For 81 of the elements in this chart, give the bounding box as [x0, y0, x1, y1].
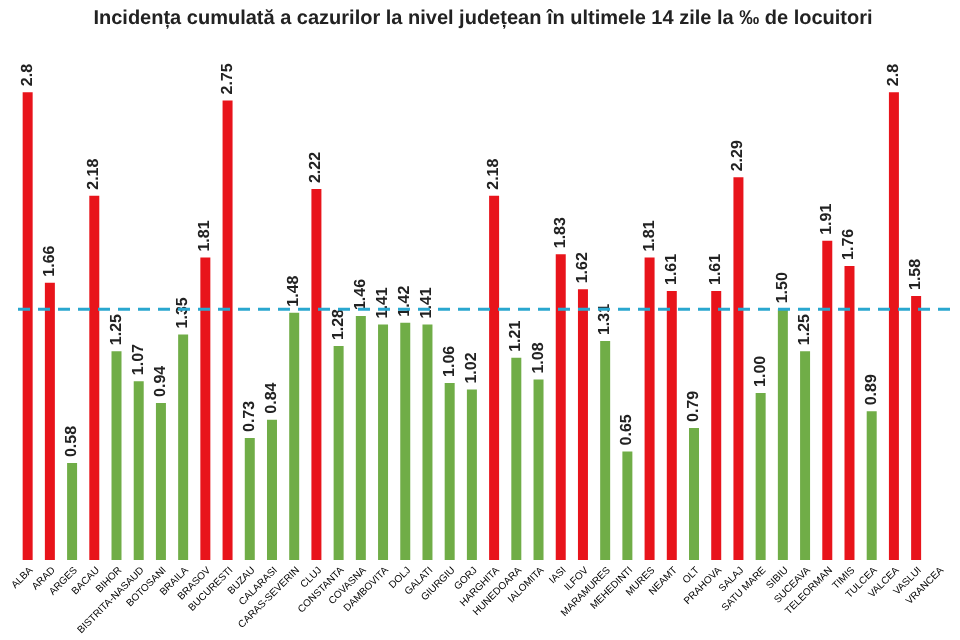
bar [222, 100, 233, 560]
bar [644, 257, 655, 560]
data-label: 1.48 [284, 274, 303, 307]
data-label: 2.8 [17, 62, 36, 87]
bar [555, 254, 566, 560]
bar [133, 381, 144, 560]
bar [577, 289, 588, 560]
data-label: 2.22 [306, 150, 325, 184]
data-label: 1.83 [550, 215, 569, 249]
bar [622, 451, 633, 560]
bar [888, 92, 899, 560]
bar [666, 290, 677, 560]
bar [67, 463, 78, 560]
bar [422, 324, 433, 560]
bar [466, 389, 477, 560]
data-label: 1.66 [39, 244, 58, 277]
bar [711, 290, 722, 560]
bar [89, 195, 100, 560]
data-label: 1.25 [106, 312, 125, 346]
data-label: 1.58 [906, 257, 925, 290]
data-label: 1.50 [772, 271, 791, 304]
bar [600, 341, 611, 560]
data-label: 0.89 [861, 373, 880, 406]
data-label: 0.58 [62, 424, 81, 458]
bar [911, 295, 922, 560]
data-label: 2.18 [84, 157, 103, 190]
bar [400, 322, 411, 560]
data-label: 1.41 [417, 286, 436, 319]
bar [378, 324, 389, 560]
data-label: 0.73 [239, 399, 258, 433]
data-label: 1.06 [439, 344, 458, 377]
bar [866, 411, 877, 560]
data-label: 1.46 [350, 277, 369, 311]
bar [266, 419, 277, 560]
bar [489, 195, 500, 560]
bar [777, 309, 788, 560]
bar [22, 92, 33, 560]
bar [355, 316, 366, 560]
data-label: 1.25 [795, 312, 814, 346]
bar [511, 357, 522, 560]
data-label: 0.79 [684, 389, 703, 422]
data-label: 1.81 [195, 219, 214, 252]
chart-title: Incidența cumulată a cazurilor la nivel județean în ultimele 14 zile la ‰ de locuitori [93, 8, 873, 30]
bar [178, 334, 189, 560]
bar [800, 351, 811, 560]
data-label: 1.41 [373, 286, 392, 319]
bar [333, 346, 344, 560]
data-label: 1.02 [461, 351, 480, 384]
data-label: 2.29 [728, 139, 747, 172]
bar [155, 402, 166, 560]
data-label: 1.28 [328, 307, 347, 341]
bar [111, 351, 122, 560]
bar [200, 257, 211, 560]
bar [244, 438, 255, 560]
data-label: 1.81 [639, 219, 658, 252]
bar [289, 312, 300, 560]
data-label: 1.42 [395, 284, 414, 317]
data-label: 1.00 [750, 354, 769, 387]
data-label: 1.76 [839, 227, 858, 260]
bar [755, 392, 766, 560]
data-label: 1.91 [817, 202, 836, 235]
bar [689, 428, 700, 560]
bar [44, 282, 55, 560]
data-label: 1.21 [506, 319, 525, 352]
data-label: 0.65 [617, 413, 636, 446]
bar [311, 189, 322, 560]
data-label: 2.8 [883, 62, 902, 87]
data-label: 1.61 [706, 252, 725, 285]
bar [533, 379, 544, 560]
data-label: 0.84 [261, 381, 280, 414]
data-label: 2.75 [217, 62, 236, 95]
bar [822, 240, 833, 560]
data-label: 1.07 [128, 342, 147, 376]
bar [733, 177, 744, 560]
bar [444, 382, 455, 560]
data-label: 1.08 [528, 341, 547, 374]
data-label: 1.62 [572, 251, 591, 284]
data-label: 0.94 [150, 364, 169, 397]
data-label: 1.61 [661, 252, 680, 285]
bar [844, 265, 855, 560]
data-label: 2.18 [484, 157, 503, 190]
